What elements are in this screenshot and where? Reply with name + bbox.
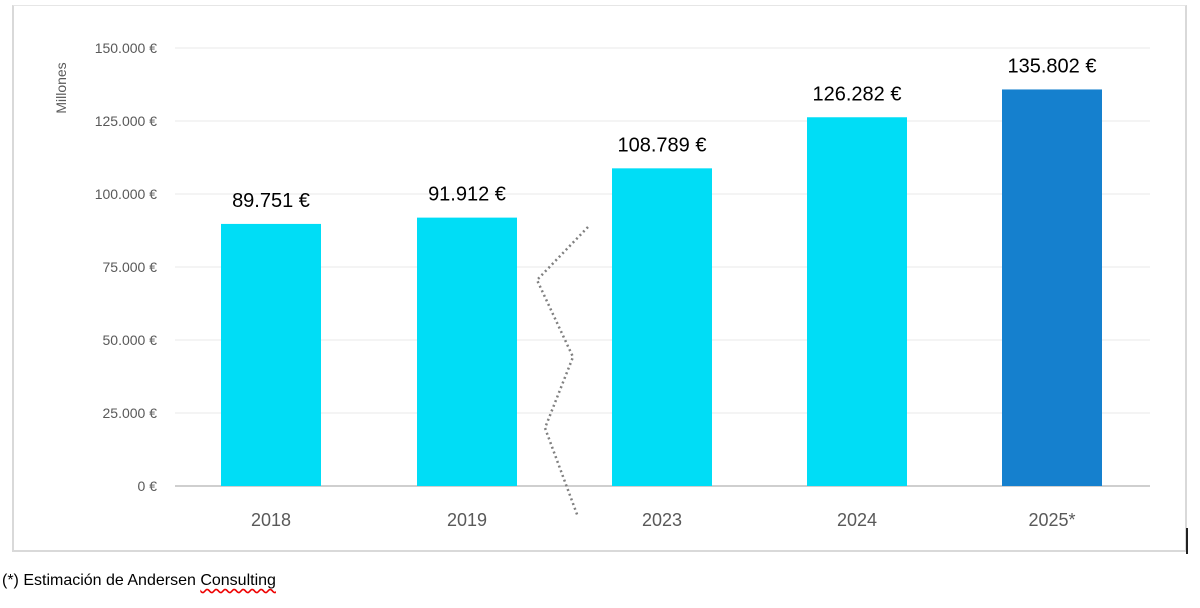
y-tick-label: 75.000 € [103, 259, 158, 275]
bar-2018 [221, 223, 321, 487]
text-cursor [1186, 528, 1188, 554]
data-label: 126.282 € [813, 83, 902, 105]
data-label: 108.789 € [618, 134, 707, 156]
y-tick-label: 0 € [138, 478, 158, 494]
bar-2024 [807, 117, 907, 486]
x-tick-label: 2019 [447, 510, 487, 530]
y-tick-label: 150.000 € [95, 40, 157, 56]
chart-frame [12, 5, 1187, 552]
y-tick-label: 100.000 € [95, 186, 157, 202]
bar-2025* [1002, 89, 1102, 486]
bar-2023 [612, 168, 712, 486]
footnote-flagged-word: Consulting [200, 572, 276, 589]
y-tick-label: 25.000 € [103, 405, 158, 421]
x-tick-label: 2024 [837, 510, 877, 530]
x-tick-label: 2025* [1028, 510, 1075, 530]
data-label: 89.751 € [232, 190, 310, 212]
y-tick-label: 125.000 € [95, 113, 157, 129]
data-label: 91.912 € [428, 184, 506, 206]
x-tick-label: 2018 [251, 510, 291, 530]
y-tick-label: 50.000 € [103, 332, 158, 348]
bar-chart: 0 € 25.000 € 50.000 € 75.000 € 100.000 € 125.… [53, 40, 1150, 530]
footnote-text: (*) Estimación de Andersen [2, 572, 201, 589]
data-label: 135.802 € [1008, 55, 1097, 77]
x-tick-label: 2023 [642, 510, 682, 530]
footnote: (*) Estimación de Andersen Consulting [2, 572, 276, 590]
axis-break-line [535, 226, 589, 518]
y-axis-label: Millones [53, 62, 69, 113]
bar-2019 [417, 217, 517, 487]
